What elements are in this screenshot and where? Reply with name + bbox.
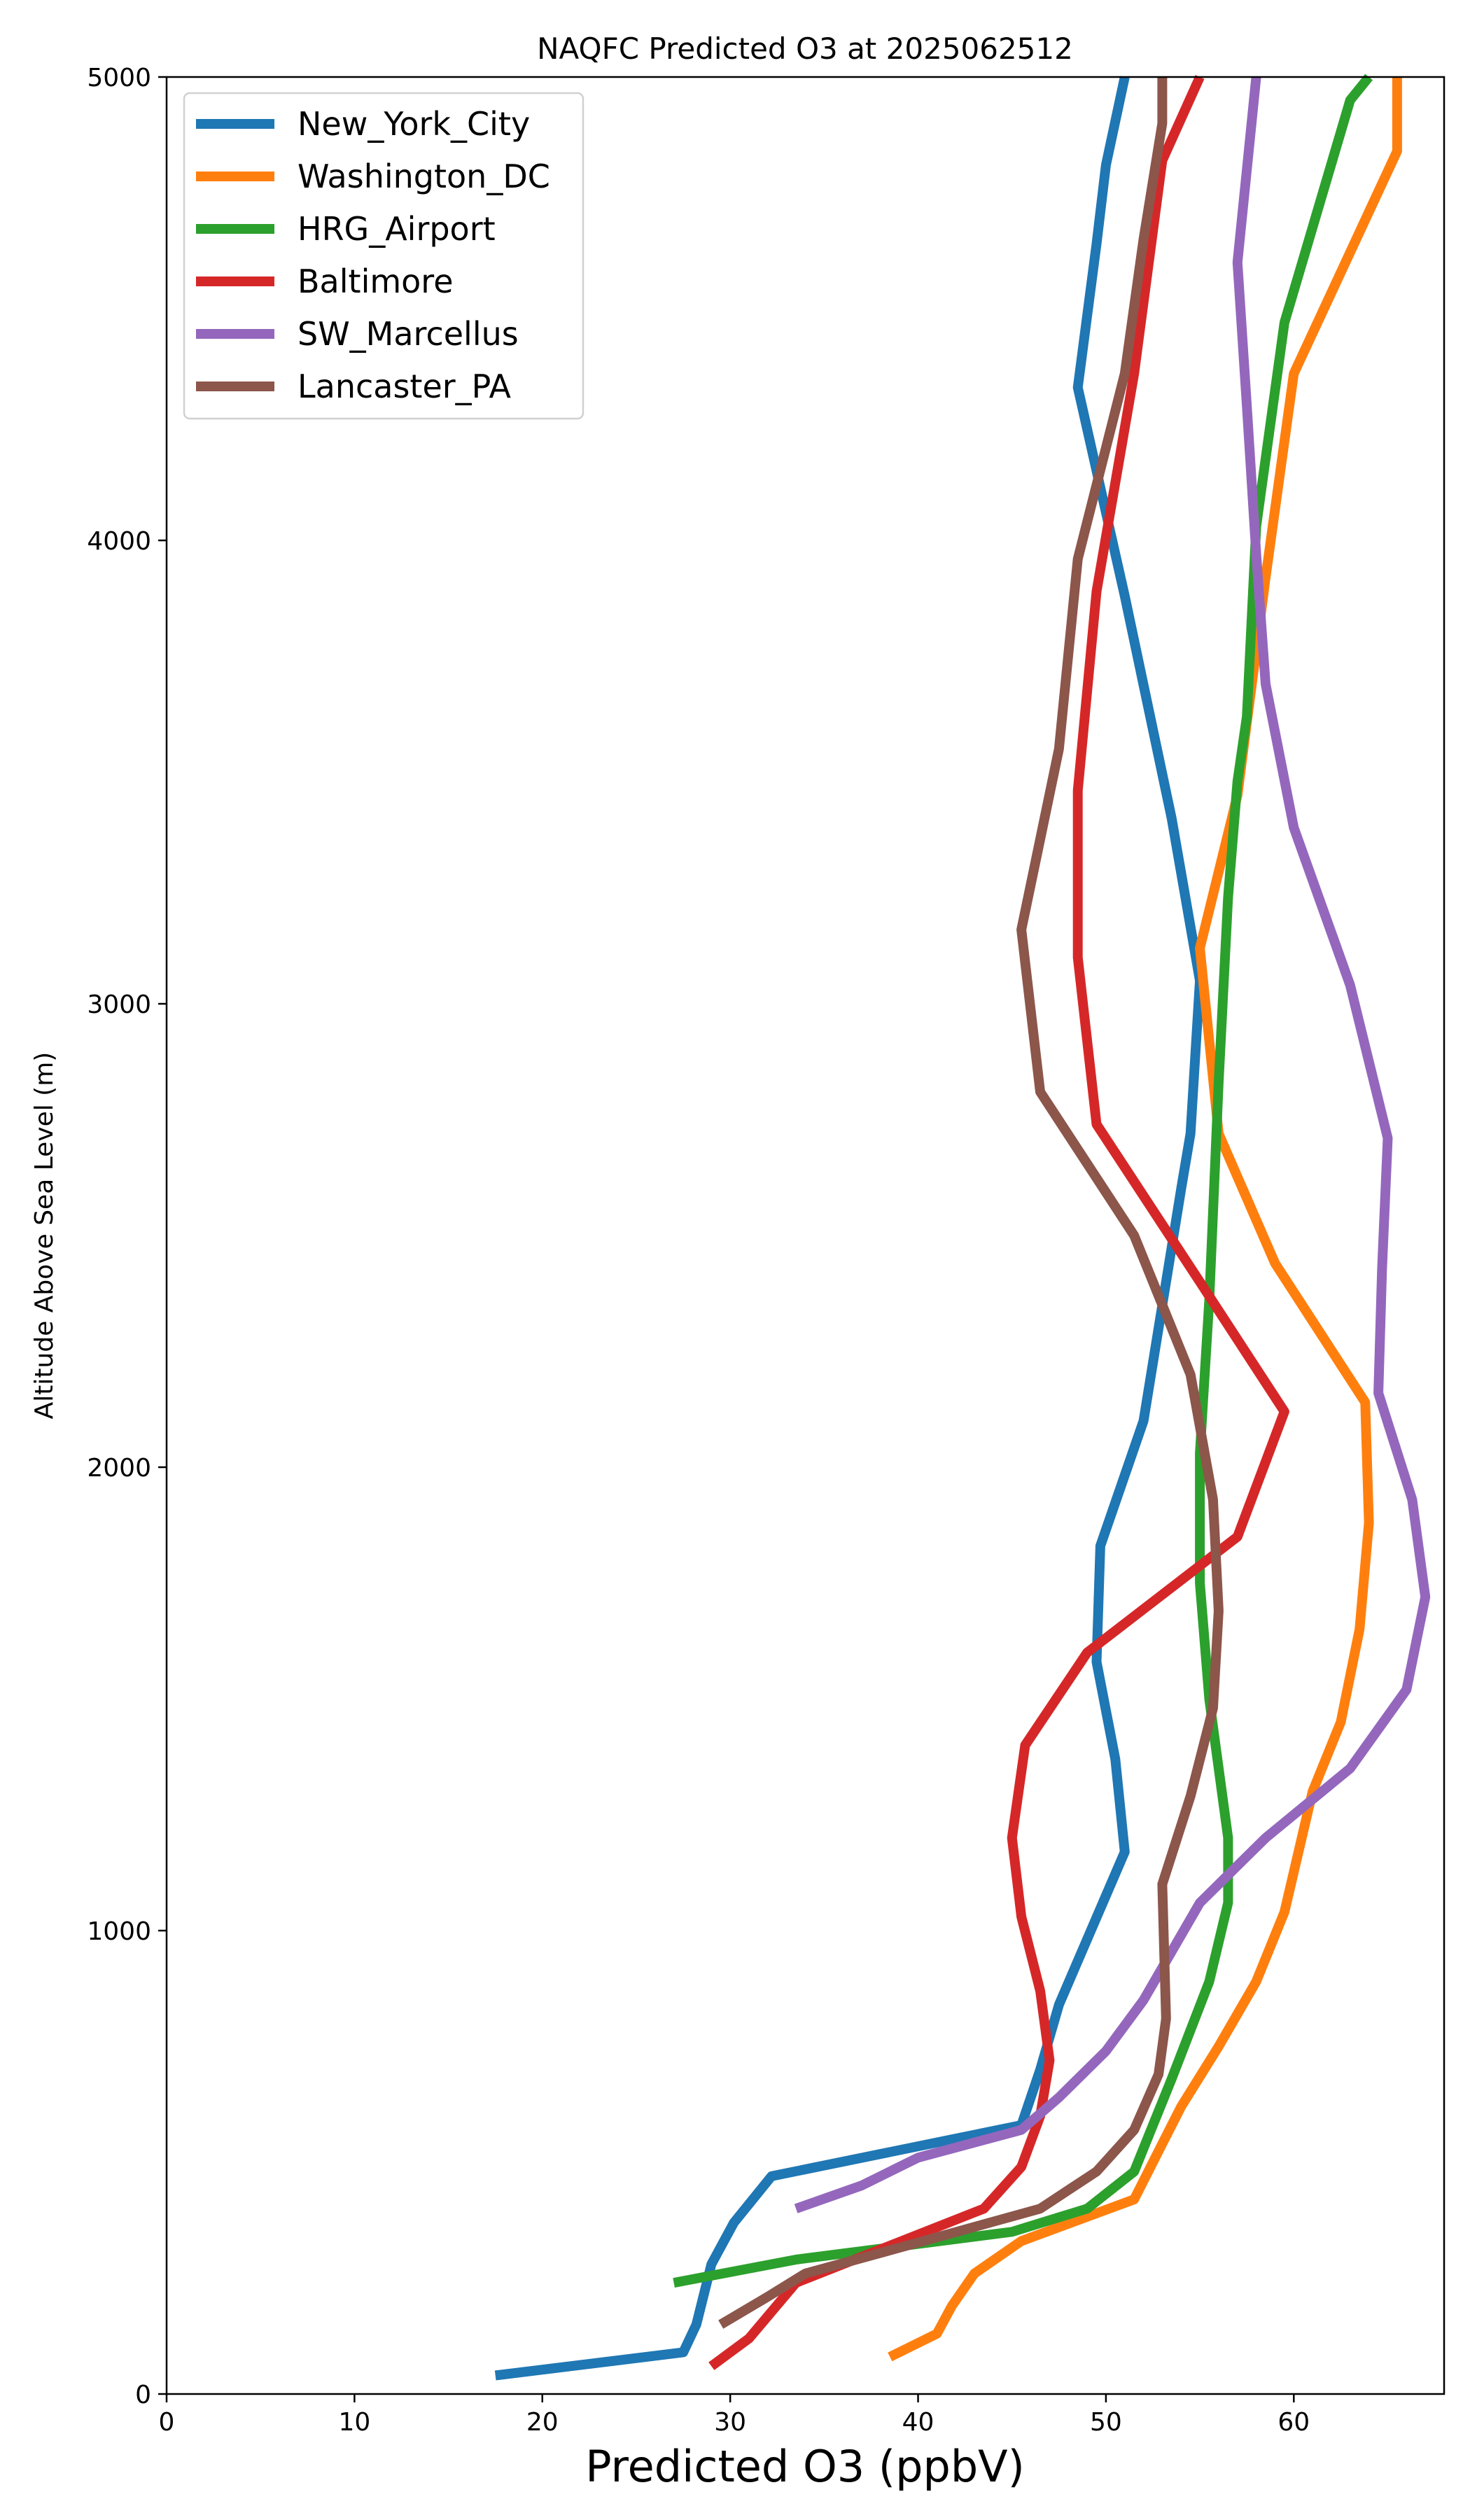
legend-label: Washington_DC: [298, 158, 550, 195]
chart-title: NAQFC Predicted O3 at 2025062512: [537, 31, 1073, 66]
y-tick-label: 1000: [87, 1917, 151, 1946]
x-axis-label: Predicted O3 (ppbV): [585, 2441, 1025, 2492]
series-line-baltimore: [708, 75, 1289, 2370]
y-tick-label: 5000: [87, 64, 151, 92]
y-tick-label: 4000: [87, 527, 151, 556]
series-line-hrg-airport: [673, 74, 1373, 2288]
y-axis: 0 1000 2000 3000 4000 5000: [87, 64, 167, 2409]
x-tick-label: 0: [159, 2408, 175, 2437]
x-tick-label: 60: [1278, 2408, 1310, 2437]
y-tick-label: 3000: [87, 990, 151, 1019]
y-tick-label: 0: [135, 2381, 151, 2409]
y-axis-label: Altitude Above Sea Level (m): [30, 1052, 59, 1420]
legend-label: Baltimore: [298, 262, 454, 300]
series-layer: [494, 74, 1431, 2381]
legend-box: [183, 92, 584, 420]
x-tick-label: 50: [1090, 2408, 1122, 2437]
x-axis: 0 10 20 30 40 50 60: [159, 2394, 1310, 2437]
legend-label: HRG_Airport: [298, 210, 496, 248]
axes-frame: [165, 76, 1446, 2395]
legend: New_York_City Washington_DC HRG_Airport Bal…: [183, 92, 584, 420]
series-line-lancaster-pa: [718, 77, 1224, 2329]
x-tick-label: 10: [338, 2408, 370, 2437]
legend-label: Lancaster_PA: [298, 368, 511, 405]
x-tick-label: 30: [714, 2408, 746, 2437]
legend-label: SW_Marcellus: [298, 315, 519, 353]
plot-area: [165, 74, 1446, 2395]
y-tick-label: 2000: [87, 1454, 151, 1483]
x-tick-label: 20: [526, 2408, 559, 2437]
legend-label: New_York_City: [298, 105, 530, 143]
x-tick-label: 40: [902, 2408, 934, 2437]
series-line-sw-marcellus: [794, 76, 1431, 2213]
